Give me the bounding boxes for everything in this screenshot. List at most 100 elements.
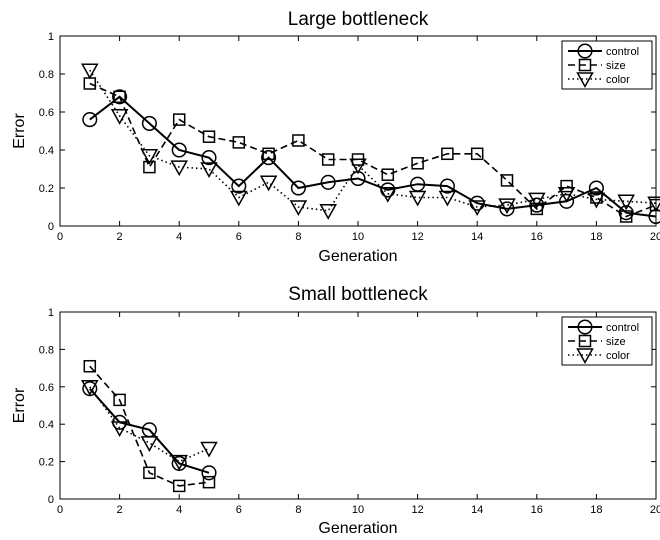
data-point-color bbox=[81, 63, 99, 80]
data-point-color bbox=[110, 109, 129, 125]
data-point-color bbox=[289, 200, 308, 217]
y-tick-label: 1 bbox=[48, 31, 54, 43]
y-tick-label: 0 bbox=[48, 494, 54, 506]
data-point-color bbox=[140, 148, 159, 165]
x-tick-label: 14 bbox=[471, 504, 483, 516]
y-tick-label: 0.6 bbox=[39, 107, 54, 119]
data-point-size bbox=[500, 174, 514, 187]
data-point-size bbox=[83, 359, 97, 373]
x-tick-label: 4 bbox=[176, 231, 182, 243]
data-point-color bbox=[587, 192, 606, 209]
x-tick-label: 8 bbox=[295, 231, 301, 243]
data-point-color bbox=[110, 421, 129, 437]
data-point-color bbox=[319, 204, 337, 220]
y-tick-label: 0.4 bbox=[39, 145, 54, 157]
series-line-control bbox=[89, 388, 210, 474]
series-line-control bbox=[89, 95, 657, 218]
data-point-control bbox=[439, 178, 455, 194]
data-point-color bbox=[408, 190, 427, 207]
chart-title: Small bottleneck bbox=[288, 284, 428, 305]
x-tick-label: 0 bbox=[57, 231, 63, 243]
data-point-size bbox=[172, 113, 186, 126]
data-point-control bbox=[499, 201, 515, 217]
x-tick-label: 10 bbox=[352, 231, 364, 243]
data-point-size bbox=[202, 130, 216, 143]
x-tick-label: 12 bbox=[411, 231, 423, 243]
data-point-size bbox=[262, 147, 275, 161]
data-point-color bbox=[617, 194, 635, 211]
data-point-color bbox=[170, 454, 188, 471]
x-tick-label: 16 bbox=[531, 231, 543, 243]
data-point-color bbox=[140, 436, 159, 452]
x-tick-label: 6 bbox=[236, 231, 242, 243]
data-point-color bbox=[170, 160, 188, 177]
data-point-size bbox=[292, 134, 305, 147]
y-tick-label: 0.2 bbox=[39, 183, 54, 195]
legend-label-size: size bbox=[606, 336, 626, 348]
legend-marker-size bbox=[578, 334, 592, 348]
legend-marker-control bbox=[577, 43, 593, 59]
data-point-size bbox=[470, 147, 484, 161]
x-tick-label: 2 bbox=[117, 231, 123, 243]
x-tick-label: 10 bbox=[352, 504, 364, 516]
legend-marker-color bbox=[576, 348, 594, 365]
data-point-color bbox=[438, 190, 457, 207]
data-point-control bbox=[588, 180, 604, 196]
x-tick-label: 12 bbox=[411, 504, 423, 516]
y-tick-label: 0.6 bbox=[39, 382, 54, 394]
data-point-control bbox=[201, 150, 217, 166]
data-point-size bbox=[202, 475, 216, 489]
data-point-color bbox=[200, 162, 218, 179]
data-point-color bbox=[379, 186, 397, 203]
legend-marker-color bbox=[576, 72, 594, 89]
data-point-size bbox=[619, 210, 633, 223]
legend-marker-control bbox=[577, 319, 593, 335]
data-point-control bbox=[261, 150, 277, 166]
data-point-control bbox=[290, 180, 306, 196]
legend-label-control: control bbox=[606, 322, 639, 334]
data-point-size bbox=[143, 466, 156, 480]
data-point-size bbox=[113, 393, 126, 407]
data-point-size bbox=[172, 479, 186, 493]
chart-title: Large bottleneck bbox=[288, 9, 429, 30]
data-point-color bbox=[498, 198, 516, 215]
data-point-color bbox=[557, 186, 576, 203]
data-point-size bbox=[381, 168, 395, 181]
series-line-color bbox=[89, 69, 657, 212]
data-point-control bbox=[171, 142, 187, 158]
data-point-size bbox=[321, 153, 335, 166]
data-point-color bbox=[349, 158, 367, 175]
x-tick-label: 16 bbox=[531, 504, 543, 516]
y-tick-label: 0.8 bbox=[39, 69, 54, 81]
y-axis-label: Error bbox=[11, 387, 28, 423]
data-point-color bbox=[81, 380, 99, 396]
x-tick-label: 6 bbox=[236, 504, 242, 516]
x-tick-label: 18 bbox=[590, 231, 602, 243]
series-line-size bbox=[89, 365, 210, 487]
data-point-size bbox=[441, 147, 454, 161]
legend-box bbox=[561, 316, 653, 366]
data-point-control bbox=[529, 197, 545, 213]
data-point-control bbox=[320, 174, 336, 190]
x-tick-label: 18 bbox=[590, 504, 602, 516]
legend-marker-size bbox=[578, 58, 592, 72]
data-point-size bbox=[232, 136, 246, 149]
x-tick-label: 0 bbox=[57, 504, 63, 516]
y-axis-label: Error bbox=[11, 113, 28, 149]
data-point-control bbox=[141, 115, 157, 131]
x-tick-label: 8 bbox=[295, 504, 301, 516]
legend-label-size: size bbox=[606, 60, 626, 72]
x-tick-label: 20 bbox=[650, 231, 660, 243]
data-point-color bbox=[259, 175, 278, 192]
y-tick-label: 1 bbox=[48, 307, 54, 319]
y-tick-label: 0.8 bbox=[39, 344, 54, 356]
x-axis-label: Generation bbox=[318, 520, 397, 537]
data-point-control bbox=[112, 89, 128, 105]
x-tick-label: 20 bbox=[650, 504, 660, 516]
data-point-color bbox=[528, 192, 546, 209]
legend-label-color: color bbox=[606, 350, 630, 362]
x-tick-label: 14 bbox=[471, 231, 483, 243]
data-point-control bbox=[201, 465, 217, 481]
legend-box bbox=[561, 40, 653, 90]
